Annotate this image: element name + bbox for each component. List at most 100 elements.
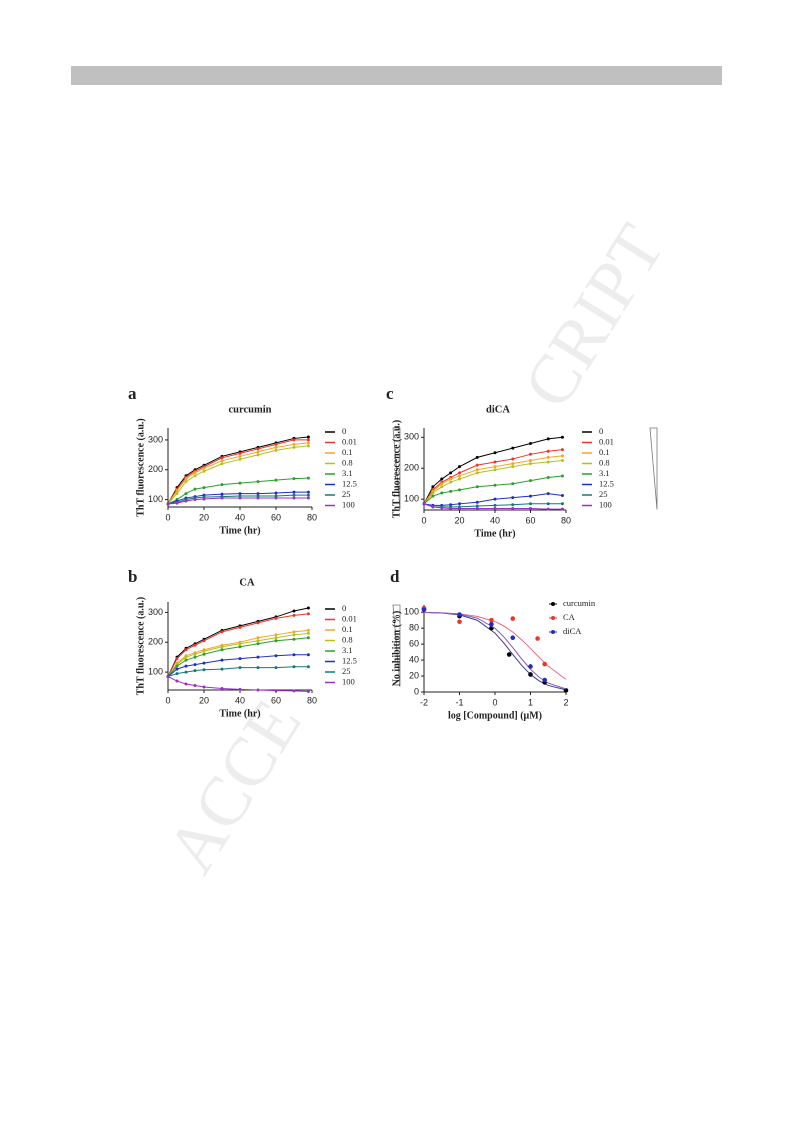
- legend-swatch: [551, 602, 555, 606]
- series-line: [167, 654, 309, 677]
- x-tick-label: 60: [271, 512, 281, 522]
- data-point: [292, 613, 296, 617]
- data-point: [563, 688, 569, 693]
- data-point: [256, 642, 260, 646]
- data-point: [493, 483, 497, 487]
- data-point: [238, 457, 242, 461]
- data-point: [306, 438, 310, 442]
- data-point: [306, 636, 310, 640]
- data-point: [256, 480, 260, 484]
- y-tick-label: 100: [404, 494, 419, 504]
- legend-label: 12.5: [342, 478, 357, 488]
- data-point: [274, 636, 278, 640]
- data-point: [238, 657, 242, 661]
- data-point: [529, 462, 532, 466]
- data-point: [256, 688, 260, 692]
- data-point: [560, 493, 564, 497]
- legend-label: 25: [342, 489, 351, 499]
- data-point: [175, 489, 179, 493]
- data-point: [449, 489, 453, 493]
- x-tick-label: 40: [490, 515, 500, 525]
- data-point: [274, 616, 278, 620]
- data-point: [256, 636, 260, 640]
- data-point: [256, 450, 260, 454]
- data-point: [546, 449, 550, 453]
- data-point: [510, 616, 516, 621]
- legend-label: 0.01: [599, 436, 614, 446]
- y-tick-label: 200: [148, 464, 163, 474]
- data-point: [529, 494, 532, 498]
- data-point: [546, 492, 550, 496]
- legend-label: 3.1: [342, 645, 353, 655]
- data-point: [529, 441, 532, 445]
- data-point: [458, 488, 461, 492]
- data-point: [193, 487, 197, 491]
- data-point: [475, 500, 479, 504]
- x-tick-label: 80: [307, 512, 317, 522]
- data-point: [306, 631, 310, 635]
- x-tick-label: 0: [421, 515, 426, 525]
- data-point: [238, 494, 242, 498]
- data-point: [292, 438, 296, 442]
- data-point: [510, 635, 516, 641]
- y-axis-label: ThT fluorescence (a.u.): [135, 418, 146, 517]
- data-point: [238, 645, 242, 649]
- data-point: [489, 621, 494, 627]
- data-point: [175, 667, 179, 671]
- data-point: [493, 460, 497, 464]
- legend-label: 0.1: [599, 447, 610, 457]
- data-point: [166, 502, 170, 506]
- x-axis-label: Time (hr): [219, 708, 260, 719]
- watermark: CRIPT: [509, 212, 679, 421]
- data-point: [274, 689, 278, 693]
- data-point: [220, 459, 224, 463]
- data-point: [475, 506, 479, 510]
- data-point: [292, 665, 296, 669]
- y-tick-label: 300: [148, 434, 163, 444]
- x-tick-label: -1: [455, 697, 463, 707]
- data-point: [511, 506, 515, 510]
- data-point: [202, 661, 206, 665]
- data-point: [292, 653, 296, 657]
- data-point: [458, 502, 461, 506]
- data-point: [292, 490, 296, 494]
- data-point: [274, 633, 278, 637]
- data-point: [202, 668, 206, 672]
- data-point: [184, 480, 188, 484]
- data-point: [193, 652, 197, 656]
- legend-label: 0.01: [342, 436, 357, 446]
- y-axis-label: No inhibition (%): [391, 611, 402, 687]
- data-point: [175, 492, 179, 496]
- data-point: [422, 502, 426, 506]
- data-point: [202, 652, 206, 656]
- series-line: [167, 676, 309, 692]
- data-point: [458, 474, 461, 478]
- data-point: [184, 658, 188, 662]
- data-point: [511, 457, 515, 461]
- y-tick-label: 40: [409, 654, 419, 664]
- legend-label: 0.8: [342, 457, 353, 467]
- data-point: [220, 496, 224, 500]
- data-point: [546, 460, 550, 464]
- data-point: [506, 652, 512, 657]
- data-point: [306, 435, 310, 439]
- data-point: [306, 606, 310, 610]
- data-point: [292, 609, 296, 613]
- x-tick-label: 40: [235, 695, 245, 705]
- data-point: [274, 666, 278, 670]
- legend-label: 25: [342, 666, 351, 676]
- legend-swatch: [551, 616, 555, 620]
- data-point: [220, 483, 224, 487]
- chart-title: curcumin: [229, 404, 272, 415]
- data-point: [292, 637, 296, 641]
- data-point: [238, 454, 242, 458]
- data-point: [511, 446, 515, 450]
- data-point: [238, 625, 242, 629]
- data-point: [274, 442, 278, 446]
- legend-label: curcumin: [563, 598, 596, 608]
- fit-curve: [423, 612, 567, 691]
- data-point: [458, 465, 461, 469]
- data-point: [306, 689, 310, 693]
- data-point: [274, 445, 278, 449]
- x-tick-label: 1: [528, 697, 533, 707]
